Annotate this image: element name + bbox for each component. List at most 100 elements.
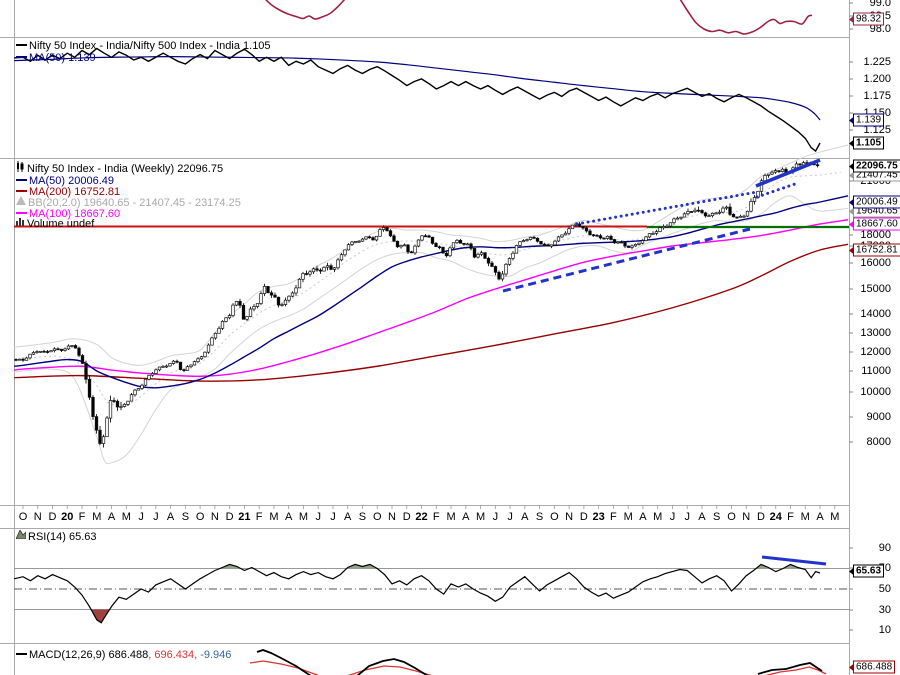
axis-tick-label: 10 (878, 624, 891, 636)
date-axis-label: M (446, 511, 456, 523)
last-value-badge: 1.139 (848, 113, 885, 127)
macd-histogram-label: , -9.946 (194, 649, 232, 661)
date-axis-label: J (315, 511, 321, 523)
axis-tick-label: 16000 (860, 257, 891, 269)
date-axis-label: 20 (61, 511, 74, 523)
last-value-badge: 18667.60 (849, 217, 900, 231)
axis-tick-label: 1.125 (863, 124, 891, 136)
candlestick-icon (16, 161, 25, 175)
date-axis-label: 24 (769, 511, 782, 523)
date-axis-label: D (757, 511, 765, 523)
main-volume-legend: Volume undef (16, 218, 94, 230)
date-axis-label: J (138, 511, 144, 523)
ma100-label: MA(100) 18667.60 (29, 208, 121, 220)
date-axis-label: M (800, 511, 810, 523)
date-axis-label: A (344, 511, 352, 523)
axis-tick-label: 90 (878, 542, 891, 554)
ratio-title-text: Nifty 50 Index - India/Nifty 500 Index -… (29, 40, 240, 52)
ratio-ma50-legend: MA(50) 1.139 (16, 52, 96, 64)
ma200-label: MA(200) 16752.81 (29, 186, 121, 198)
date-axis-label: A (462, 511, 470, 523)
main-title-text: Nifty 50 Index - India (Weekly) (27, 163, 175, 175)
axis-tick-label: 50 (878, 583, 891, 595)
macd-value-label: MACD(12,26,9) 686.488 (29, 649, 149, 661)
last-value-badge: 20006.49 (849, 195, 900, 209)
ratio-panel-title: Nifty 50 Index - India/Nifty 500 Index -… (16, 40, 271, 52)
date-axis-label: D (579, 511, 588, 523)
axis-tick-label: 98.0 (869, 23, 891, 35)
axis-tick-label: 1.200 (863, 73, 891, 85)
date-axis-label: A (816, 511, 824, 523)
volume-label: Volume undef (27, 218, 95, 230)
date-axis-label: A (285, 511, 293, 523)
axis-tick-label: 12000 (860, 346, 891, 358)
main-panel-title: Nifty 50 Index - India (Weekly) 22096.75 (16, 161, 224, 175)
axis-tick-label: 10000 (860, 386, 891, 398)
macd-signal-label: , 696.434 (148, 649, 195, 661)
axis-tick-label: 13000 (860, 327, 891, 339)
main-ma100-legend: MA(100) 18667.60 (16, 208, 120, 220)
last-value-badge: 65.63 (848, 564, 885, 578)
axis-tick-label: 14000 (860, 308, 891, 320)
date-axis-label: A (166, 511, 175, 523)
date-axis-label: A (521, 511, 529, 523)
date-axis-label: A (639, 511, 647, 523)
ma-line-icon (16, 212, 27, 215)
date-axis-label: N (388, 511, 396, 523)
date-axis-label: M (121, 511, 131, 523)
date-axis-label: M (653, 511, 663, 523)
axis-tick-label: 9000 (866, 411, 891, 423)
date-axis-label: J (684, 511, 690, 523)
rsi-panel-legend: RSI(14) 65.63 (15, 529, 96, 543)
date-axis-label: M (269, 511, 279, 523)
axis-tick-label: 1.175 (863, 90, 891, 102)
axis-tick-label: 11000 (861, 365, 891, 377)
date-axis-label: A (107, 511, 116, 523)
last-value-badge: 16752.81 (849, 243, 900, 257)
date-axis-label: O (550, 511, 559, 523)
date-axis-label: M (623, 511, 633, 523)
axis-tick-label: 15000 (860, 283, 891, 295)
date-axis-label: S (713, 511, 721, 523)
ma-line-icon (16, 56, 27, 59)
axis-tick-label: 8000 (866, 436, 891, 448)
axis-tick-label: 30 (878, 604, 891, 616)
last-value-badge: 1.105 (848, 136, 885, 150)
main-last-value: 22096.75 (177, 163, 224, 175)
date-axis-label: S (181, 511, 190, 523)
macd-line-icon (16, 653, 27, 656)
date-axis-label: F (78, 511, 86, 523)
last-value-badge: 22096.75 (849, 159, 900, 173)
volume-bars-icon (16, 217, 25, 229)
date-axis-label: M (475, 511, 486, 523)
ratio-last-value: 1.105 (243, 40, 271, 52)
date-axis-label: S (358, 511, 367, 523)
date-axis-label: O (372, 511, 382, 523)
macd-panel-legend: MACD(12,26,9) 686.488, 696.434, -9.946 (16, 649, 231, 661)
last-value-badge: 98.32 (848, 12, 885, 26)
ma-line-icon (16, 190, 27, 193)
date-axis-label: J (492, 511, 499, 523)
main-ma200-legend: MA(200) 16752.81 (16, 186, 120, 198)
axis-tick-label: 18000 (860, 229, 891, 241)
main-ma50-legend: MA(50) 20006.49 (16, 175, 114, 187)
date-axis-label: O (727, 511, 736, 523)
bollinger-band-icon (16, 196, 26, 208)
main-bb-legend: BB(20,2.0) 19640.65 - 21407.45 - 23174.2… (16, 196, 241, 209)
date-axis-label: D (225, 511, 234, 523)
ma50-label: MA(50) 20006.49 (29, 175, 114, 187)
date-axis-label: J (153, 511, 159, 523)
date-axis-label: O (18, 511, 28, 523)
date-axis-label: 23 (592, 511, 605, 523)
date-axis-label: M (830, 511, 840, 523)
date-axis-label: N (742, 511, 751, 523)
ma-line-icon (16, 179, 27, 182)
date-axis-label: D (402, 511, 411, 523)
date-axis-label: 21 (238, 511, 251, 523)
date-axis-label: M (298, 511, 309, 523)
date-axis-label: S (535, 511, 544, 523)
date-axis-label: N (210, 511, 219, 523)
bb-label: BB(20,2.0) 19640.65 - 21407.45 - 23174.2… (28, 197, 241, 209)
